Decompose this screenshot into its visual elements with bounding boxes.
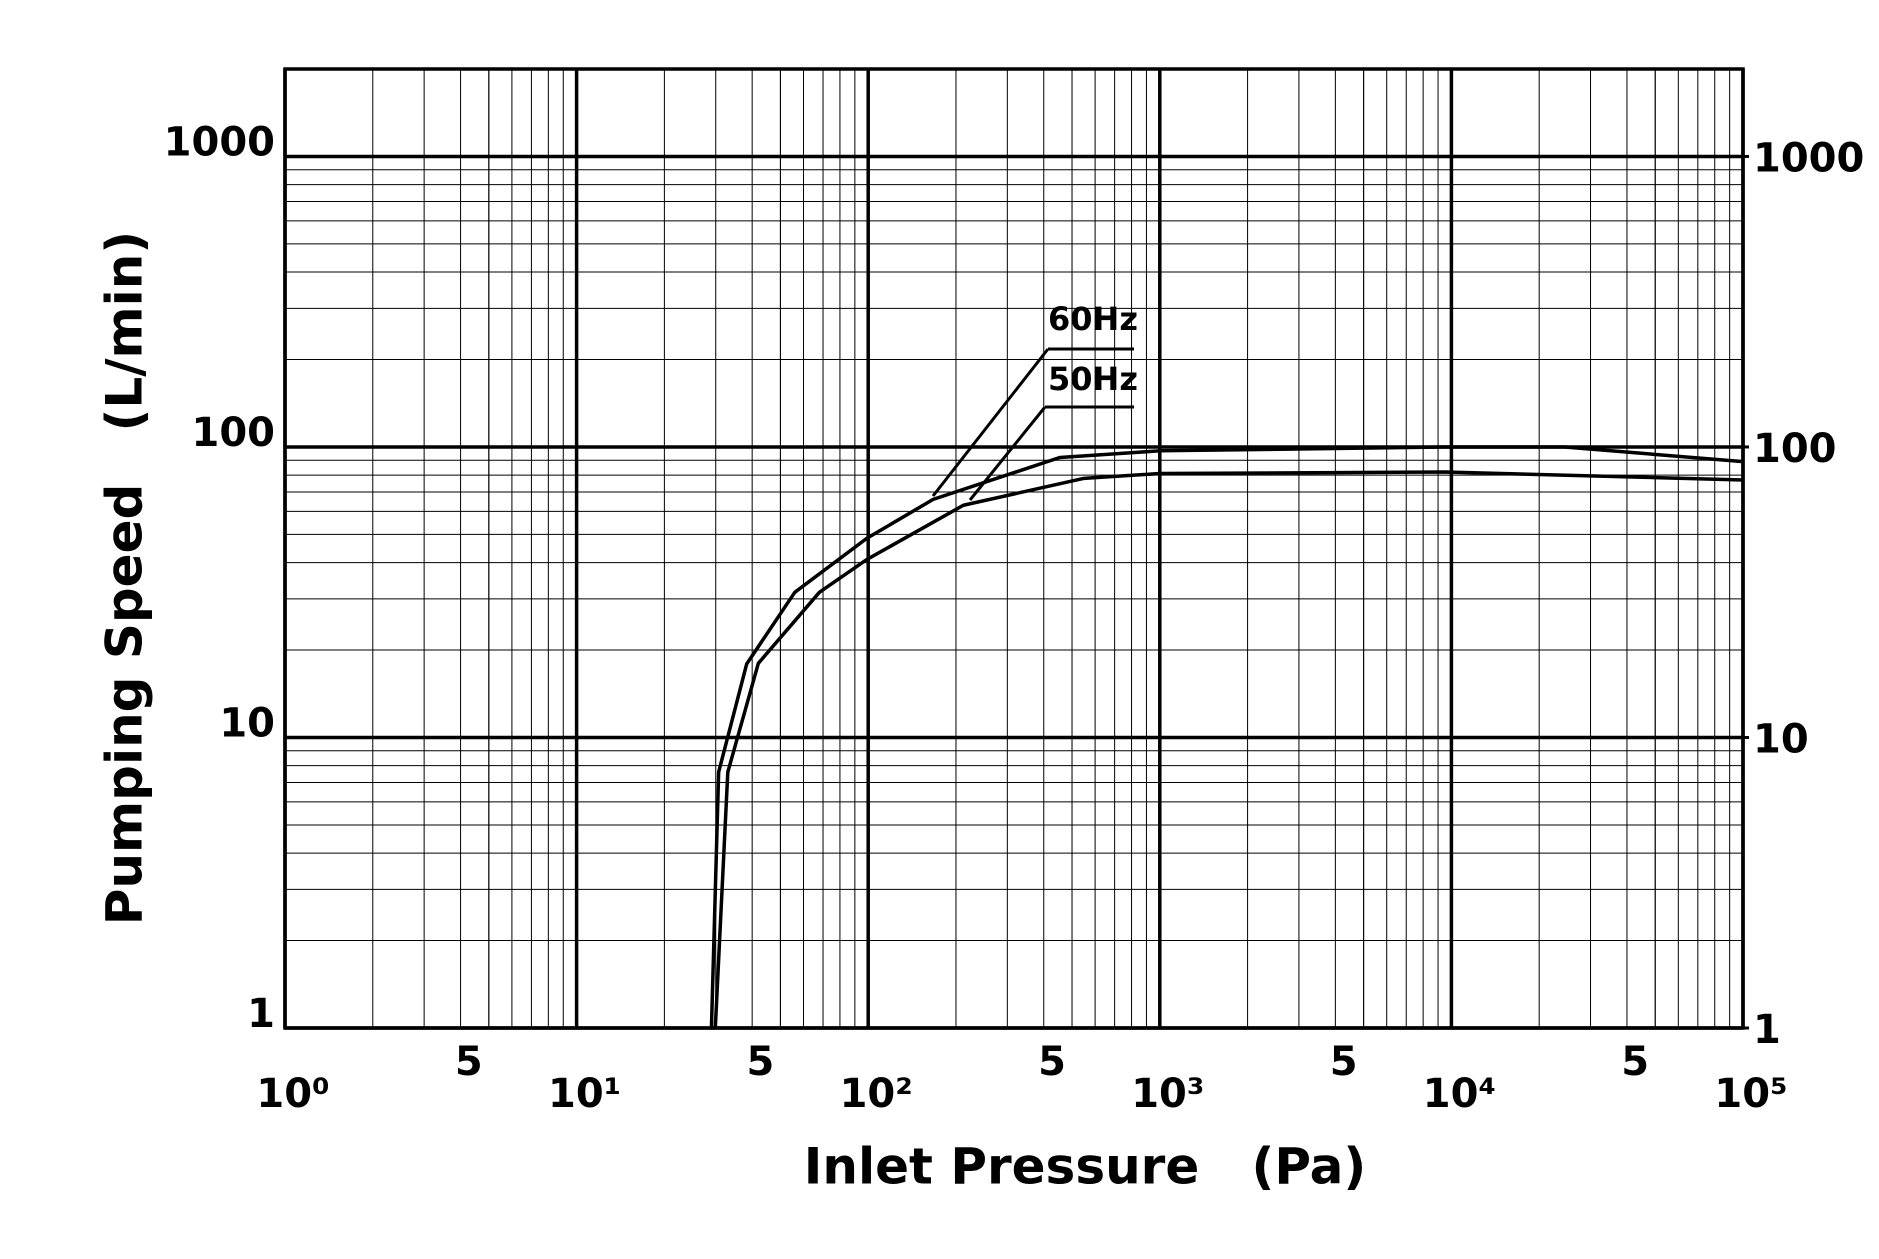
y-tick-label: 1000: [164, 119, 275, 165]
y-axis-title: Pumping Speed (L/min): [96, 231, 154, 925]
y-tick-label: 100: [192, 410, 276, 456]
annotation: 60Hz: [1048, 300, 1138, 338]
y-tick-label: 1: [247, 991, 275, 1037]
x-tick-label: 5: [1330, 1039, 1358, 1085]
x-tick-label: 10⁰: [256, 1071, 329, 1117]
x-tick-label: 5: [746, 1039, 774, 1085]
x-tick-label: 10¹: [548, 1071, 621, 1117]
x-tick-label: 5: [1621, 1039, 1649, 1085]
y2-tick-label: 10: [1753, 716, 1809, 762]
y2-tick-label: 1: [1753, 1007, 1781, 1053]
plot-frame: [283, 67, 1745, 1030]
x-tick-label: 5: [1038, 1039, 1066, 1085]
y2-tick-label: 1000: [1753, 135, 1864, 181]
data-line: [713, 470, 1744, 1029]
x-tick-label: 10³: [1131, 1071, 1204, 1117]
x-tick-label: 10⁴: [1423, 1071, 1496, 1117]
x-axis-title: Inlet Pressure (Pa): [804, 1138, 1366, 1196]
leader-line: [931, 348, 1050, 497]
annotation: 50Hz: [1048, 360, 1138, 398]
x-tick-label: 10⁵: [1714, 1071, 1787, 1117]
data-line: [709, 445, 1744, 1029]
x-tick-label: 5: [455, 1039, 483, 1085]
y2-tick-label: 100: [1753, 426, 1837, 472]
x-tick-label: 10²: [840, 1071, 913, 1117]
y-tick-label: 10: [219, 700, 275, 746]
